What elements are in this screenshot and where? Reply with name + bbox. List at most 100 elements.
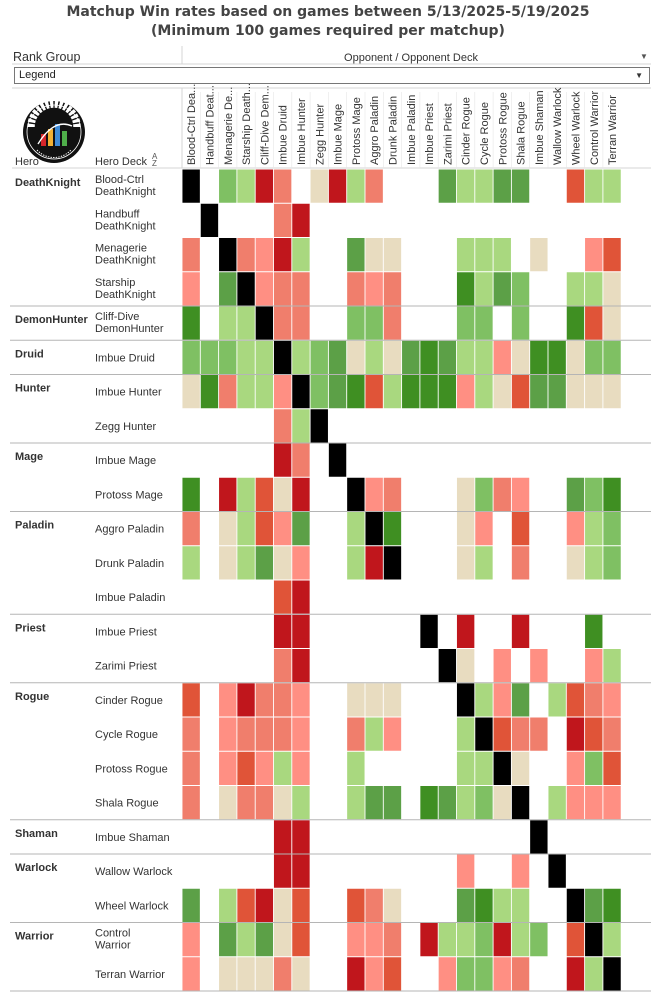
- matchup-cell[interactable]: [602, 169, 622, 204]
- matchup-cell[interactable]: [438, 648, 457, 683]
- matchup-cell[interactable]: [310, 785, 329, 820]
- matchup-cell[interactable]: [200, 271, 219, 306]
- matchup-cell[interactable]: [291, 408, 311, 443]
- matchup-cell[interactable]: [182, 614, 201, 649]
- matchup-cell[interactable]: [438, 271, 457, 306]
- matchup-cell[interactable]: [474, 922, 494, 957]
- matchup-cell[interactable]: [236, 443, 256, 478]
- matchup-cell[interactable]: [566, 169, 585, 204]
- matchup-cell[interactable]: [548, 785, 567, 820]
- matchup-cell[interactable]: [602, 306, 622, 341]
- matchup-cell[interactable]: [584, 306, 603, 341]
- matchup-cell[interactable]: [273, 545, 292, 580]
- matchup-cell[interactable]: [255, 922, 274, 957]
- matchup-cell[interactable]: [310, 682, 329, 717]
- matchup-cell[interactable]: [236, 717, 256, 752]
- matchup-cell[interactable]: [273, 648, 292, 683]
- matchup-cell[interactable]: [401, 340, 420, 375]
- matchup-cell[interactable]: [511, 922, 530, 957]
- matchup-cell[interactable]: [182, 819, 201, 854]
- matchup-cell[interactable]: [419, 443, 439, 478]
- matchup-cell[interactable]: [456, 545, 475, 580]
- matchup-cell[interactable]: [383, 374, 402, 409]
- matchup-cell[interactable]: [273, 922, 292, 957]
- matchup-cell[interactable]: [365, 271, 384, 306]
- matchup-cell[interactable]: [218, 271, 237, 306]
- matchup-cell[interactable]: [584, 854, 603, 889]
- matchup-cell[interactable]: [365, 648, 384, 683]
- matchup-cell[interactable]: [511, 545, 530, 580]
- matchup-cell[interactable]: [474, 854, 494, 889]
- matchup-cell[interactable]: [328, 922, 347, 957]
- matchup-cell[interactable]: [236, 682, 256, 717]
- matchup-cell[interactable]: [438, 306, 457, 341]
- matchup-cell[interactable]: [493, 443, 512, 478]
- matchup-cell[interactable]: [566, 922, 585, 957]
- matchup-cell[interactable]: [548, 956, 567, 991]
- matchup-cell[interactable]: [529, 751, 548, 786]
- matchup-cell[interactable]: [419, 888, 439, 923]
- matchup-cell[interactable]: [273, 203, 292, 238]
- matchup-cell[interactable]: [456, 237, 475, 272]
- matchup-cell[interactable]: [566, 306, 585, 341]
- matchup-cell[interactable]: [401, 682, 420, 717]
- matchup-cell[interactable]: [236, 511, 256, 546]
- matchup-cell[interactable]: [182, 545, 201, 580]
- matchup-cell[interactable]: [584, 374, 603, 409]
- matchup-cell[interactable]: [182, 751, 201, 786]
- legend-dropdown[interactable]: Legend ▼: [14, 67, 650, 84]
- matchup-cell[interactable]: [346, 477, 365, 512]
- matchup-cell[interactable]: [383, 545, 402, 580]
- matchup-cell[interactable]: [383, 922, 402, 957]
- matchup-cell[interactable]: [566, 819, 585, 854]
- matchup-cell[interactable]: [493, 271, 512, 306]
- matchup-cell[interactable]: [218, 340, 237, 375]
- matchup-cell[interactable]: [474, 956, 494, 991]
- matchup-cell[interactable]: [291, 271, 311, 306]
- matchup-cell[interactable]: [365, 477, 384, 512]
- matchup-cell[interactable]: [438, 374, 457, 409]
- matchup-cell[interactable]: [310, 854, 329, 889]
- matchup-cell[interactable]: [255, 580, 274, 615]
- matchup-cell[interactable]: [548, 888, 567, 923]
- matchup-cell[interactable]: [328, 408, 347, 443]
- matchup-cell[interactable]: [328, 545, 347, 580]
- matchup-cell[interactable]: [346, 682, 365, 717]
- matchup-cell[interactable]: [200, 648, 219, 683]
- matchup-cell[interactable]: [218, 785, 237, 820]
- matchup-cell[interactable]: [438, 408, 457, 443]
- matchup-cell[interactable]: [346, 922, 365, 957]
- matchup-cell[interactable]: [548, 922, 567, 957]
- matchup-cell[interactable]: [200, 580, 219, 615]
- matchup-cell[interactable]: [346, 306, 365, 341]
- matchup-cell[interactable]: [273, 477, 292, 512]
- matchup-cell[interactable]: [474, 785, 494, 820]
- matchup-cell[interactable]: [365, 785, 384, 820]
- matchup-cell[interactable]: [548, 169, 567, 204]
- matchup-cell[interactable]: [602, 648, 622, 683]
- matchup-cell[interactable]: [291, 614, 311, 649]
- matchup-cell[interactable]: [255, 648, 274, 683]
- matchup-cell[interactable]: [310, 888, 329, 923]
- matchup-cell[interactable]: [328, 271, 347, 306]
- matchup-cell[interactable]: [365, 854, 384, 889]
- matchup-cell[interactable]: [566, 545, 585, 580]
- matchup-cell[interactable]: [602, 340, 622, 375]
- matchup-cell[interactable]: [584, 888, 603, 923]
- matchup-cell[interactable]: [383, 580, 402, 615]
- matchup-cell[interactable]: [200, 374, 219, 409]
- matchup-cell[interactable]: [548, 751, 567, 786]
- matchup-cell[interactable]: [346, 374, 365, 409]
- matchup-cell[interactable]: [584, 614, 603, 649]
- matchup-cell[interactable]: [511, 374, 530, 409]
- matchup-cell[interactable]: [456, 271, 475, 306]
- matchup-cell[interactable]: [328, 237, 347, 272]
- matchup-cell[interactable]: [438, 237, 457, 272]
- matchup-cell[interactable]: [255, 477, 274, 512]
- matchup-cell[interactable]: [529, 819, 548, 854]
- matchup-cell[interactable]: [529, 888, 548, 923]
- matchup-cell[interactable]: [273, 271, 292, 306]
- matchup-cell[interactable]: [365, 956, 384, 991]
- matchup-cell[interactable]: [218, 408, 237, 443]
- matchup-cell[interactable]: [218, 203, 237, 238]
